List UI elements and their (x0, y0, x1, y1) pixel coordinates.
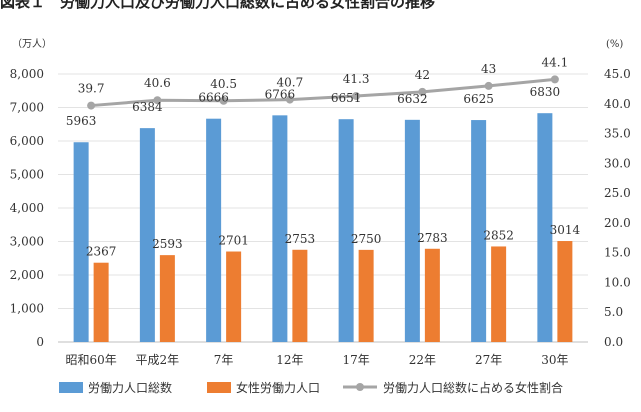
y2-tick-label: 25.0 (604, 186, 631, 200)
total-value-label: 6766 (265, 87, 296, 101)
bar-total (206, 118, 222, 343)
bar-female (292, 249, 308, 342)
y2-axis-unit: (%) (606, 39, 623, 50)
total-value-label: 6651 (331, 91, 362, 105)
ratio-point (219, 96, 228, 105)
ratio-point (418, 87, 427, 96)
y-tick-label: 2,000 (10, 268, 44, 282)
legend-label-female: 女性労働力人口 (236, 380, 320, 395)
total-value-label: 5963 (66, 114, 97, 128)
y-tick-label: 5,000 (10, 168, 44, 182)
ratio-point (285, 95, 294, 104)
ratio-value-label: 39.7 (78, 82, 105, 96)
female-value-label: 2593 (152, 237, 183, 251)
bar-total (471, 120, 487, 342)
bar-female (358, 249, 374, 342)
bar-total (139, 128, 155, 342)
ratio-point (352, 92, 361, 101)
y2-tick-label: 15.0 (604, 246, 631, 260)
ratio-point (87, 101, 96, 110)
bar-female (491, 246, 507, 342)
chart-title: 図表１ 労働力人口及び労働力人口総数に占める女性割合の推移 (0, 0, 436, 11)
legend-marker-ratio (356, 383, 364, 391)
total-value-label: 6666 (198, 91, 229, 105)
y-tick-label: 8,000 (10, 67, 44, 81)
x-tick-label: 22年 (409, 353, 436, 367)
legend-swatch-total (59, 382, 83, 393)
bar-total (272, 115, 288, 343)
bar-female (557, 241, 573, 342)
y-axis-unit: （万人） (12, 38, 52, 50)
bar-female (226, 251, 242, 342)
bar-female (159, 255, 175, 342)
ratio-value-label: 40.7 (277, 76, 304, 90)
y-tick-label: 1,000 (10, 302, 44, 316)
bar-total (338, 119, 354, 342)
y-tick-label: 3,000 (10, 235, 44, 249)
bar-female (424, 248, 440, 342)
data-labels: 5963 2367 6384 2593 6666 2701 6766 2753 6651 2750… (66, 55, 581, 258)
y2-tick-label: 35.0 (604, 127, 631, 141)
ratio-value-label: 40.6 (144, 76, 171, 90)
legend-label-total: 労働力人口総数 (88, 380, 172, 395)
ratio-value-label: 44.1 (542, 55, 569, 69)
bar-total (537, 113, 553, 342)
total-value-label: 6625 (463, 92, 494, 106)
total-value-label: 6632 (397, 92, 428, 106)
y-tick-label: 0 (36, 335, 44, 349)
bars (73, 113, 573, 343)
ratio-value-label: 41.3 (343, 72, 370, 86)
x-tick-label: 昭和60年 (65, 353, 116, 367)
y-tick-label: 7,000 (10, 101, 44, 115)
legend-label-ratio: 労働力人口総数に占める女性割合 (383, 380, 563, 395)
ratio-line-path (91, 77, 556, 108)
ratio-point (484, 81, 493, 90)
axes: 0 1,000 2,000 3,000 4,000 5,000 6,000 7,000 8,00… (10, 38, 631, 367)
female-value-label: 2750 (351, 232, 382, 246)
ratio-point (550, 75, 559, 84)
female-value-label: 2367 (86, 245, 117, 259)
y2-tick-label: 40.0 (604, 97, 631, 111)
x-tick-label: 7年 (214, 353, 234, 367)
y-tick-label: 6,000 (10, 134, 44, 148)
ratio-value-label: 42 (415, 68, 430, 82)
ratio-point (153, 96, 162, 105)
female-value-label: 2852 (483, 228, 514, 242)
legend-swatch-female (207, 382, 231, 393)
legend: 労働力人口総数 女性労働力人口 労働力人口総数に占める女性割合 (59, 380, 563, 395)
y2-tick-label: 30.0 (604, 156, 631, 170)
female-value-label: 3014 (550, 223, 581, 237)
x-tick-label: 12年 (276, 353, 303, 367)
bar-female (93, 262, 109, 342)
ratio-line (87, 75, 559, 110)
ratio-value-label: 43 (481, 62, 496, 76)
ratio-value-label: 40.5 (210, 77, 237, 91)
female-value-label: 2783 (417, 231, 448, 245)
x-tick-label: 30年 (541, 353, 568, 367)
y-tick-label: 4,000 (10, 201, 44, 215)
bar-total (73, 142, 89, 342)
y2-tick-label: 0.0 (604, 335, 623, 349)
total-value-label: 6384 (132, 100, 163, 114)
total-value-label: 6830 (530, 85, 561, 99)
x-tick-label: 17年 (342, 353, 369, 367)
female-value-label: 2701 (218, 234, 249, 248)
y2-tick-label: 45.0 (604, 67, 631, 81)
gridlines (58, 73, 588, 343)
x-tick-label: 27年 (475, 353, 502, 367)
y2-tick-label: 20.0 (604, 216, 631, 230)
x-tick-label: 平成2年 (136, 353, 180, 367)
y2-tick-label: 5.0 (604, 305, 623, 319)
y2-tick-label: 10.0 (604, 275, 631, 289)
female-value-label: 2753 (285, 232, 316, 246)
bar-total (404, 119, 420, 342)
